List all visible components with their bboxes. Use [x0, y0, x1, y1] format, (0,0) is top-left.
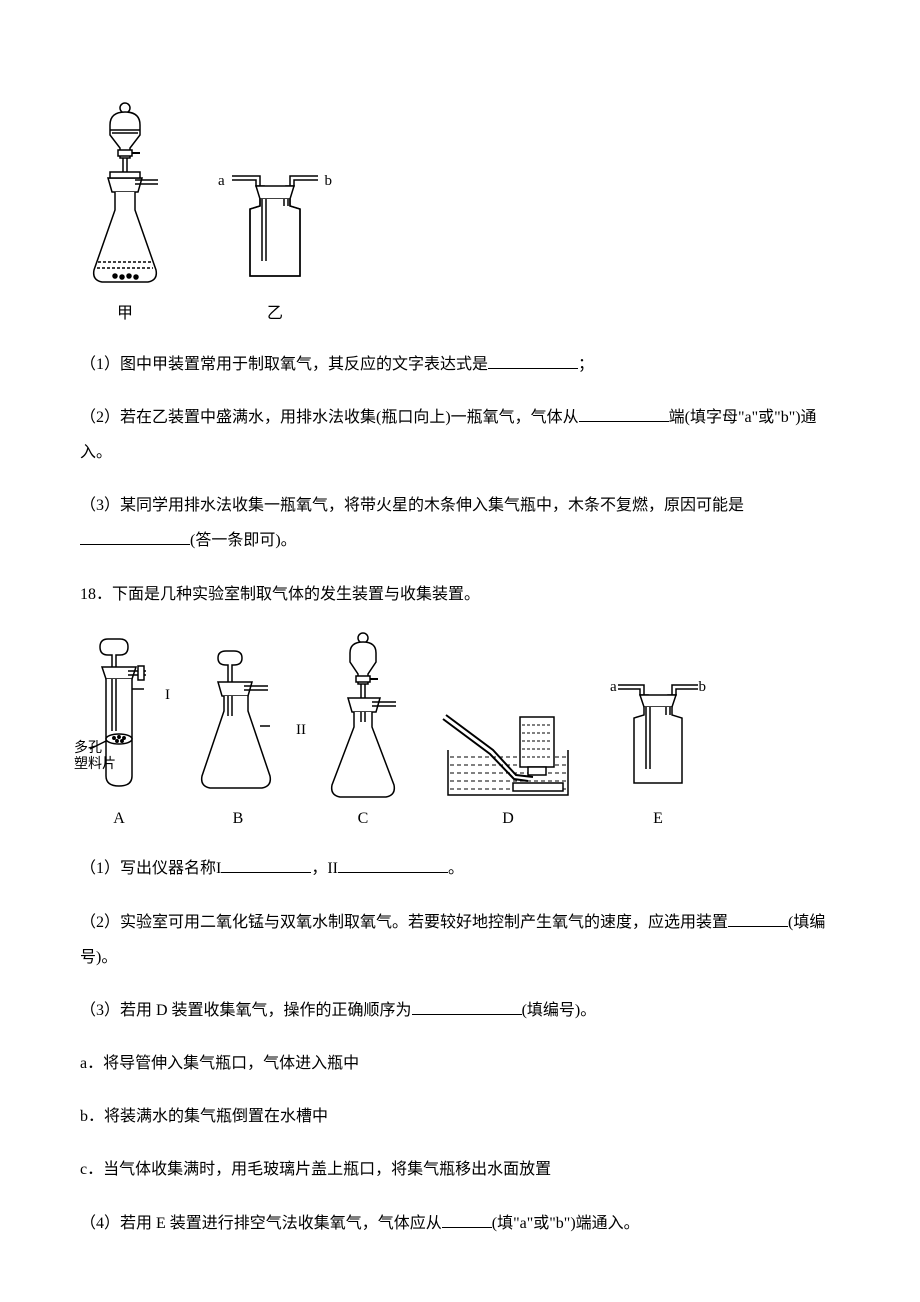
apparatus-E: a b E — [608, 671, 708, 831]
jia-label: 甲 — [117, 301, 133, 327]
D-label: D — [502, 806, 514, 832]
q18-2: （2）实验室可用二氧化锰与双氧水制取氧气。若要较好地控制产生氧气的速度，应选用装… — [80, 905, 840, 975]
q18-opt-b: b．将装满水的集气瓶倒置在水槽中 — [80, 1099, 840, 1134]
jia-svg — [80, 100, 170, 295]
D-svg — [438, 695, 578, 800]
figure-1: 甲 a b — [80, 100, 840, 327]
q18-1-mid: ，II — [311, 860, 338, 877]
blank-17-2 — [579, 404, 669, 422]
C-label: C — [358, 806, 369, 832]
blank-17-1 — [488, 351, 578, 369]
blank-18-2 — [728, 909, 788, 927]
q18-opt-c: c．当气体收集满时，用毛玻璃片盖上瓶口，将集气瓶移出水面放置 — [80, 1152, 840, 1187]
q18-4: （4）若用 E 装置进行排空气法收集氧气，气体应从 (填"a"或"b")端通入。 — [80, 1206, 840, 1241]
apparatus-yi: a b — [220, 151, 330, 326]
label-a: a — [218, 169, 225, 193]
label-II: II — [296, 718, 306, 742]
q18-opt-a: a．将导管伸入集气瓶口，气体进入瓶中 — [80, 1046, 840, 1081]
blank-17-3 — [80, 528, 190, 546]
q17-1: （1）图中甲装置常用于制取氧气，其反应的文字表达式是 ； — [80, 347, 840, 382]
q18-1: （1）写出仪器名称I ，II 。 — [80, 851, 840, 886]
figure-2: I 多孔 塑料片 — [80, 630, 840, 832]
q18-stem: 18．下面是几种实验室制取气体的发生装置与收集装置。 — [80, 577, 840, 612]
yi-label: 乙 — [267, 301, 283, 327]
q17-3-post: (答一条即可)。 — [190, 532, 297, 549]
B-svg — [188, 646, 288, 791]
blank-18-1b — [338, 856, 448, 874]
E-label: E — [653, 806, 663, 832]
q18-1-post: 。 — [448, 860, 464, 877]
apparatus-C: C — [318, 630, 408, 832]
label-porous: 多孔 塑料片 — [74, 741, 116, 772]
yi-svg — [220, 151, 330, 286]
apparatus-A: I 多孔 塑料片 — [80, 631, 158, 831]
apparatus-D: D — [438, 695, 578, 832]
q18-3: （3）若用 D 装置收集氧气，操作的正确顺序为 (填编号)。 — [80, 993, 840, 1028]
label-Ea: a — [610, 675, 617, 699]
C-svg — [318, 630, 408, 800]
blank-18-1a — [221, 856, 311, 874]
q17-1-post: ； — [578, 356, 594, 373]
E-svg — [608, 671, 708, 791]
A-label: A — [113, 806, 125, 832]
apparatus-jia: 甲 — [80, 100, 170, 327]
label-b: b — [325, 169, 333, 193]
blank-18-3 — [412, 997, 522, 1015]
q17-2-pre: （2）若在乙装置中盛满水，用排水法收集(瓶口向上)一瓶氧气，气体从 — [80, 409, 579, 426]
q18-3-pre: （3）若用 D 装置收集氧气，操作的正确顺序为 — [80, 1002, 412, 1019]
q17-1-pre: （1）图中甲装置常用于制取氧气，其反应的文字表达式是 — [80, 356, 488, 373]
q17-3-pre: （3）某同学用排水法收集一瓶氧气，将带火星的木条伸入集气瓶中，木条不复燃，原因可… — [80, 497, 744, 514]
q18-1-pre: （1）写出仪器名称I — [80, 860, 221, 877]
q18-3-post: (填编号)。 — [522, 1002, 597, 1019]
q18-4-mid: (填"a"或"b")端通入。 — [492, 1215, 640, 1232]
blank-18-4 — [442, 1210, 492, 1228]
q17-3: （3）某同学用排水法收集一瓶氧气，将带火星的木条伸入集气瓶中，木条不复燃，原因可… — [80, 488, 840, 558]
label-I: I — [165, 683, 170, 707]
B-label: B — [233, 806, 244, 832]
label-Eb: b — [699, 675, 707, 699]
q17-2: （2）若在乙装置中盛满水，用排水法收集(瓶口向上)一瓶氧气，气体从端(填字母"a… — [80, 400, 840, 470]
apparatus-B: II B — [188, 646, 288, 831]
q18-4-pre: （4）若用 E 装置进行排空气法收集氧气，气体应从 — [80, 1215, 442, 1232]
q18-2-pre: （2）实验室可用二氧化锰与双氧水制取氧气。若要较好地控制产生氧气的速度，应选用装… — [80, 914, 728, 931]
